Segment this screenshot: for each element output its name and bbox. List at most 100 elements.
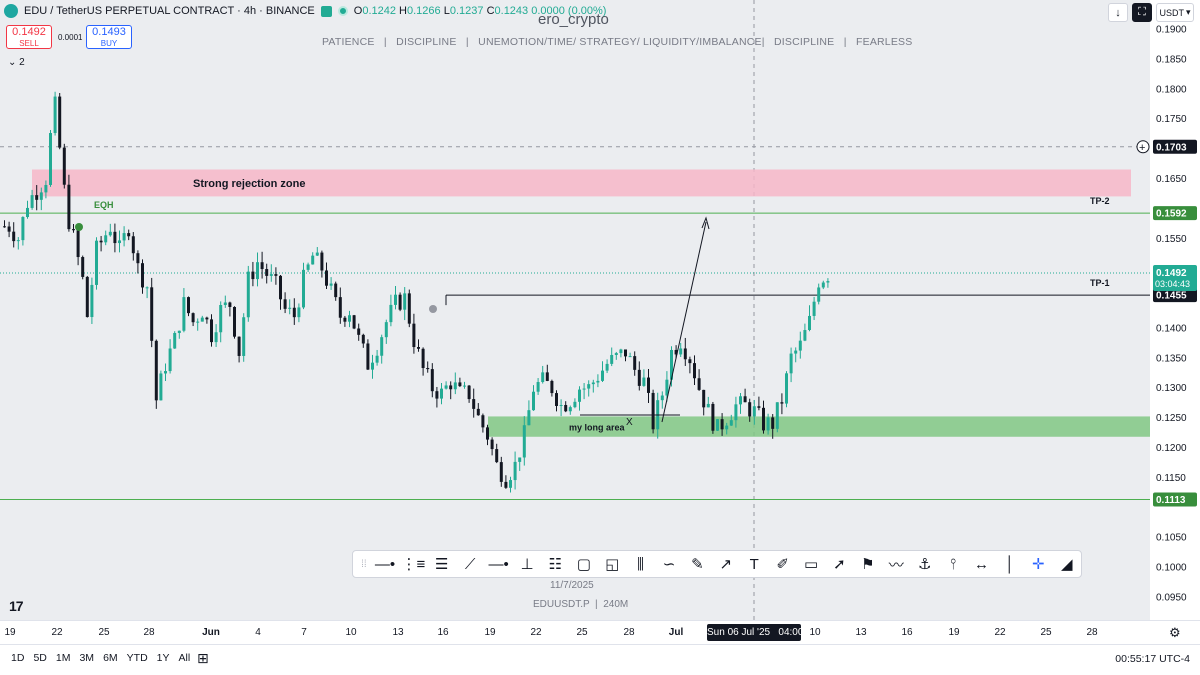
candle-body <box>757 406 761 408</box>
price-label-box <box>1153 139 1197 154</box>
candle-body <box>435 391 439 399</box>
parallel-lines-icon[interactable]: ☰ <box>435 556 449 573</box>
candle-body <box>610 354 614 364</box>
candle-body <box>412 323 416 348</box>
live-status-icon <box>337 6 348 16</box>
candle-body <box>430 369 434 392</box>
ruler-icon[interactable]: │ <box>1005 555 1015 573</box>
callout-icon[interactable]: ◱ <box>605 556 620 573</box>
magic-icon[interactable]: ◢ <box>1060 556 1073 573</box>
candle-body <box>407 293 411 324</box>
range-button-1m[interactable]: 1M <box>55 652 71 664</box>
rectangle-icon[interactable]: ▢ <box>576 556 591 573</box>
candle-body <box>619 349 623 354</box>
price-label-text: 0.1703 <box>1156 142 1187 153</box>
date-range-icon[interactable]: ⊞ <box>197 650 209 666</box>
candle-body <box>771 417 775 429</box>
tradingview-logo-icon[interactable]: 17 <box>9 598 24 614</box>
arrow-line-icon[interactable]: ↗ <box>719 556 733 573</box>
candle-body <box>688 359 692 364</box>
trend-line-icon[interactable]: —• <box>488 555 509 573</box>
buy-button[interactable]: 0.1493 BUY <box>86 25 132 49</box>
candle-body <box>453 382 457 390</box>
candle-body <box>191 313 195 323</box>
curve-icon[interactable]: ∽ <box>662 556 676 573</box>
text-icon[interactable]: T <box>749 555 759 573</box>
bottom-bar: 1D 5D 1M 3M 6M YTD 1Y All ⊞ 00:55:17 UTC-4 <box>0 644 1200 675</box>
horizontal-lines-icon[interactable]: ⋮≡ <box>401 556 426 573</box>
candle-body <box>518 457 522 462</box>
candle-body <box>578 389 581 402</box>
range-button-ytd[interactable]: YTD <box>126 652 148 664</box>
comment-icon[interactable]: ▭ <box>803 556 819 573</box>
brush-icon[interactable]: ✎ <box>691 556 704 573</box>
angled-lines-icon[interactable]: ⟋ <box>464 555 476 573</box>
candle-body <box>821 282 825 288</box>
horizontal-ray-icon[interactable]: —• <box>374 555 396 573</box>
add-alert-icon <box>1136 140 1150 154</box>
candle-body <box>302 269 305 308</box>
candles-icon[interactable]: ⫼ <box>637 555 645 573</box>
candle-body <box>394 294 397 305</box>
candle-body <box>3 226 6 228</box>
candle-body <box>504 481 508 488</box>
candle-body <box>58 96 62 148</box>
sell-button[interactable]: 0.1492 SELL <box>6 25 52 49</box>
pitchfork-icon[interactable]: ⫯ <box>949 555 957 573</box>
rejection-zone-label: Strong rejection zone <box>193 178 305 190</box>
clock[interactable]: 00:55:17 UTC-4 <box>1115 653 1190 665</box>
candle-body <box>246 271 250 318</box>
indicators-count: 2 <box>19 57 25 68</box>
price-tick-label: 0.1750 <box>1156 114 1187 125</box>
arrow-path-icon[interactable]: ➚ <box>833 556 846 573</box>
candle-body <box>62 147 66 185</box>
download-icon[interactable]: ↓ <box>1108 3 1128 22</box>
candle-body <box>601 370 604 381</box>
settings-icon[interactable]: ⚙ <box>1169 625 1181 640</box>
fib-levels-icon[interactable]: ☷ <box>548 556 563 573</box>
candle-body <box>817 287 821 302</box>
price-scale-axis[interactable]: 0.1900 0.1850 0.1800 0.1750 0.1650 0.1550 0.14… <box>1150 0 1200 620</box>
pen-icon[interactable]: ✐ <box>776 556 789 573</box>
vertical-line-icon[interactable]: ⊥ <box>520 556 534 573</box>
low-label: L <box>443 5 450 17</box>
time-tick-label: 25 <box>576 627 588 638</box>
fullscreen-icon[interactable]: ⛶ <box>1132 3 1152 22</box>
range-button-3m[interactable]: 3M <box>79 652 95 664</box>
candle-body <box>725 425 729 430</box>
close-label: C <box>486 5 495 17</box>
candle-body <box>375 355 379 363</box>
symbol-caption: EDUUSDT.P | 240M <box>533 599 629 610</box>
chart-pane[interactable]: Strong rejection zone my long area TP-2 TP-… <box>0 0 1150 620</box>
range-button-all[interactable]: All <box>178 652 191 664</box>
range-button-6m[interactable]: 6M <box>103 652 118 664</box>
candle-body <box>99 240 103 243</box>
price-chart[interactable]: Strong rejection zone my long area TP-2 TP-… <box>0 0 1150 620</box>
range-button-5d[interactable]: 5D <box>33 652 47 664</box>
indicators-toggle[interactable]: ⌄ 2 <box>8 57 25 68</box>
drag-handle-icon[interactable]: ⁞⁞ <box>361 558 367 570</box>
range-button-1y[interactable]: 1Y <box>156 652 170 664</box>
price-scale[interactable]: 0.1900 0.1850 0.1800 0.1750 0.1650 0.1550 0.14… <box>1150 0 1200 620</box>
currency-select[interactable]: USDT ▾ <box>1156 3 1194 22</box>
candle-body <box>210 319 213 343</box>
time-tick-label: 25 <box>98 627 110 638</box>
crosshair-icon[interactable]: ✛ <box>1032 556 1045 573</box>
candle-body <box>136 253 140 264</box>
projection-arrowhead <box>701 216 710 230</box>
time-tick-label: 19 <box>948 627 960 638</box>
flag-icon[interactable]: ⚑ <box>861 556 875 573</box>
drawing-toolbar: ⁞⁞ —• ⋮≡ ☰ ⟋ —• ⊥ ☷ ▢ ◱ ⫼ ∽ ✎ ↗ T ✐ ▭ ➚ ⚑ 〰 ⚓ ⫯ ↔ │ ✛ ◢ <box>352 550 1082 578</box>
range-button-1d[interactable]: 1D <box>11 652 25 664</box>
candle-body <box>21 217 25 241</box>
anchor-icon[interactable]: ⚓ <box>917 556 932 573</box>
candle-body <box>729 420 733 426</box>
time-scale[interactable]: 19 22 25 28 Jun 4 7 10 13 16 19 22 25 28 Jul 10 13 16 19 22… <box>0 620 1200 644</box>
high-label: H <box>399 5 407 17</box>
path-icon[interactable]: 〰 <box>888 556 904 574</box>
time-tick-label: 28 <box>623 627 635 638</box>
candle-body <box>122 233 126 241</box>
symbol-title[interactable]: EDU / TetherUS PERPETUAL CONTRACT · 4h ·… <box>24 5 315 17</box>
candle-body <box>223 302 227 306</box>
range-icon[interactable]: ↔ <box>974 555 989 573</box>
